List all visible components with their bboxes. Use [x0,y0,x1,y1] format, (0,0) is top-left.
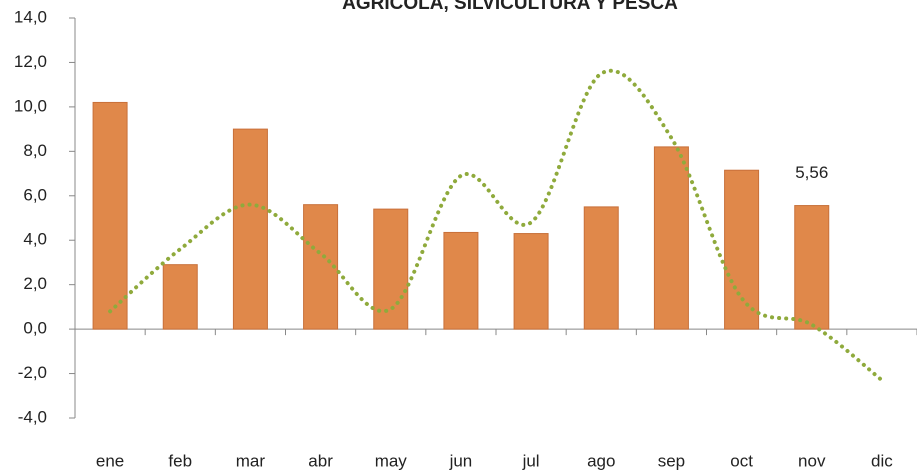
bar [303,204,339,330]
y-tick-label: 2,0 [23,274,47,293]
x-tick-label: nov [798,451,826,470]
bar [794,205,830,330]
x-tick-label: ago [587,451,615,470]
y-tick-label: 8,0 [23,141,47,160]
x-tick-label: sep [658,451,685,470]
x-tick-label: abr [308,451,333,470]
y-tick-label: 14,0 [14,7,47,26]
x-tick-label: dic [871,451,893,470]
y-tick-label: 4,0 [23,230,47,249]
bar [583,206,619,330]
bar [724,169,760,330]
y-tick-label: 12,0 [14,52,47,71]
x-tick-label: mar [236,451,266,470]
x-tick-label: feb [168,451,192,470]
x-tick-label: ene [96,451,124,470]
x-tick-label: oct [730,451,753,470]
bar [232,128,268,330]
x-tick-label: jul [522,451,540,470]
y-tick-label: 10,0 [14,96,47,115]
y-tick-label: 6,0 [23,185,47,204]
x-tick-label: may [375,451,408,470]
bar [92,101,128,330]
y-tick-label: -4,0 [18,407,47,426]
chart-title: AGRÍCOLA, SILVICULTURA Y PESCA [342,0,678,14]
y-tick-label: -2,0 [18,363,47,382]
bar [443,231,479,330]
y-tick-label: 0,0 [23,319,47,338]
value-label: 5,56 [795,163,828,182]
bar [513,233,549,330]
bar [653,146,689,330]
trend-line [108,68,884,383]
x-tick-label: jun [449,451,473,470]
bar [162,264,198,330]
